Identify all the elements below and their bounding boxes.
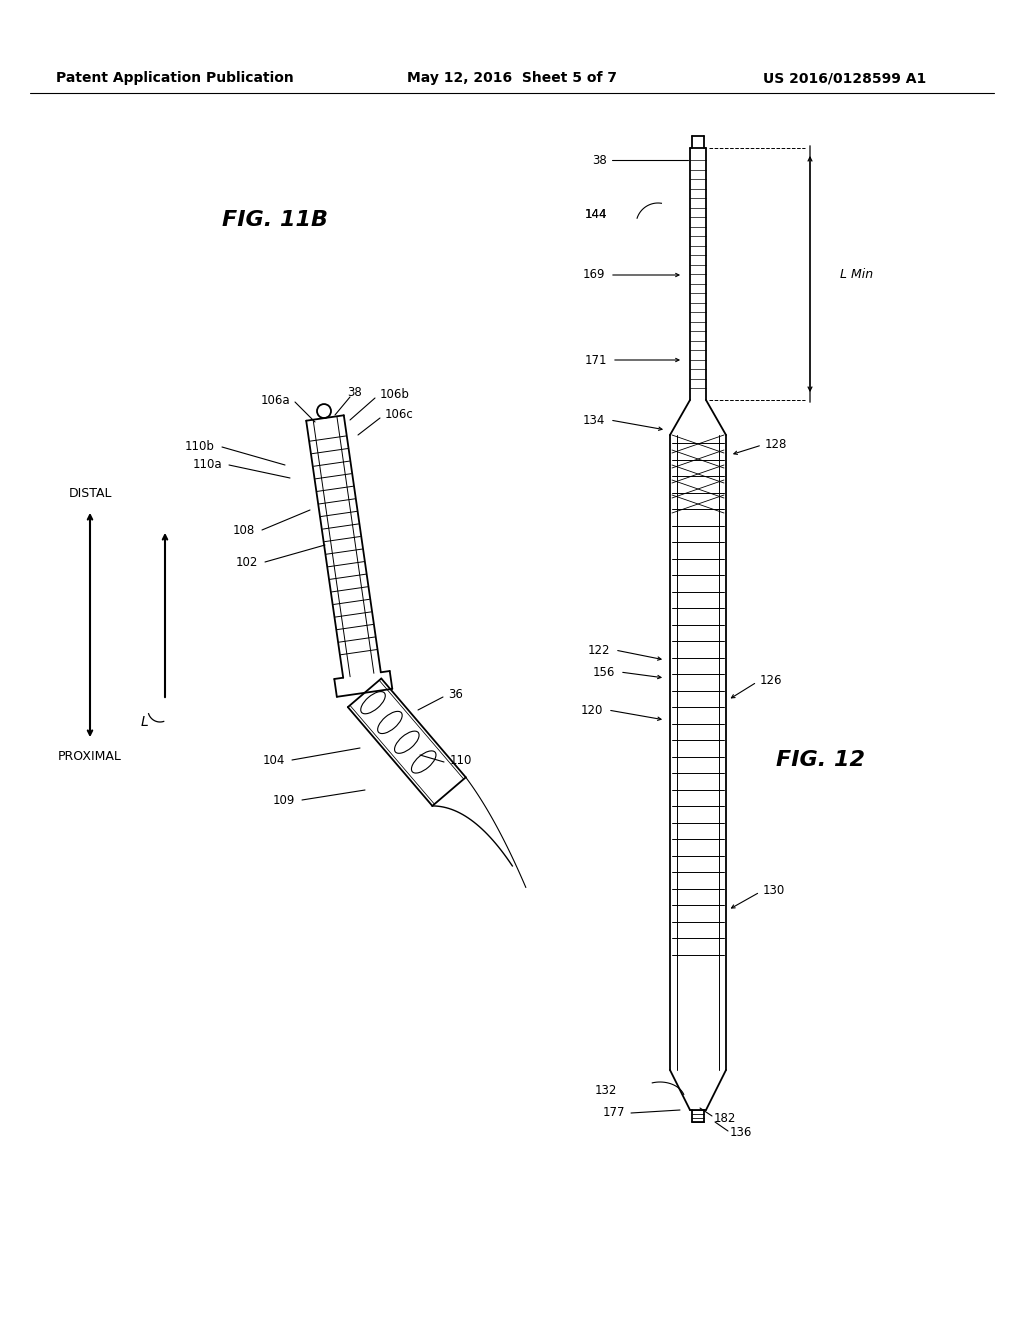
Text: 106a: 106a xyxy=(260,393,290,407)
Text: L: L xyxy=(140,715,148,729)
Text: 144: 144 xyxy=(585,209,607,222)
Text: 130: 130 xyxy=(763,883,785,896)
Text: FIG. 11B: FIG. 11B xyxy=(222,210,328,230)
Text: 128: 128 xyxy=(765,438,787,451)
Text: FIG. 12: FIG. 12 xyxy=(775,750,864,770)
Text: 106c: 106c xyxy=(385,408,414,421)
Text: 156: 156 xyxy=(593,665,615,678)
Text: Patent Application Publication: Patent Application Publication xyxy=(56,71,294,84)
Text: 38: 38 xyxy=(592,153,607,166)
Text: 144: 144 xyxy=(585,209,607,222)
Text: 136: 136 xyxy=(730,1126,753,1139)
Text: 110: 110 xyxy=(450,754,472,767)
Text: DISTAL: DISTAL xyxy=(69,487,112,500)
Text: 110b: 110b xyxy=(185,441,215,454)
Text: L Min: L Min xyxy=(840,268,873,281)
Text: 132: 132 xyxy=(595,1084,617,1097)
Text: 182: 182 xyxy=(714,1111,736,1125)
Text: 171: 171 xyxy=(585,354,607,367)
Text: May 12, 2016  Sheet 5 of 7: May 12, 2016 Sheet 5 of 7 xyxy=(407,71,617,84)
Text: 122: 122 xyxy=(588,644,610,656)
Text: 169: 169 xyxy=(583,268,605,281)
Text: 134: 134 xyxy=(583,413,605,426)
Text: 108: 108 xyxy=(232,524,255,536)
Text: 36: 36 xyxy=(449,689,463,701)
Text: 104: 104 xyxy=(262,754,285,767)
Text: 177: 177 xyxy=(602,1106,625,1119)
Text: 120: 120 xyxy=(581,704,603,717)
Text: PROXIMAL: PROXIMAL xyxy=(58,750,122,763)
Text: US 2016/0128599 A1: US 2016/0128599 A1 xyxy=(763,71,927,84)
Text: 106b: 106b xyxy=(380,388,410,400)
Text: 110a: 110a xyxy=(193,458,222,471)
Text: 109: 109 xyxy=(272,793,295,807)
Text: 38: 38 xyxy=(347,387,362,400)
Text: 126: 126 xyxy=(760,673,782,686)
Text: 102: 102 xyxy=(236,556,258,569)
